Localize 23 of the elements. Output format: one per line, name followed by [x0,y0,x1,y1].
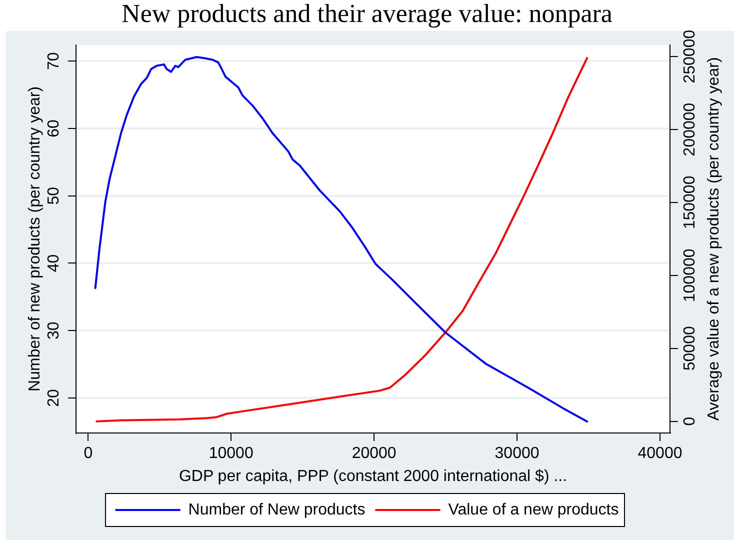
y2-tick-label: 250000 [681,30,698,84]
y2-tick-label: 0 [681,416,698,426]
x-tick-label: 30000 [494,445,540,462]
legend-label: Number of New products [188,501,366,518]
y2-tick-label: 150000 [681,176,698,230]
y-axis-title: Number of new products (per country year) [26,86,44,392]
y-tick-label: 70 [45,52,62,70]
x-tick-label: 20000 [352,445,396,462]
y-tick-label: 50 [45,186,62,205]
y2-tick-label: 100000 [681,248,698,302]
x-tick-label: 0 [84,445,93,462]
y-tick-label: 40 [45,254,62,272]
y2-axis-title: Average value of a new products (per country year) [705,57,722,421]
y-tick-label: 30 [45,322,62,340]
y-tick-label: 20 [45,388,62,407]
legend-label: Value of a new products [448,501,619,518]
x-tick-label: 40000 [638,445,682,462]
x-axis-title: GDP per capita, PPP (constant 2000 international $) ... [178,468,568,485]
y2-tick-label: 200000 [681,102,698,156]
x-tick-label: 10000 [208,445,254,462]
y-tick-label: 60 [45,119,62,138]
chart-title: New products and their average value: nonpara [122,0,613,28]
y2-tick-label: 50000 [681,326,698,371]
